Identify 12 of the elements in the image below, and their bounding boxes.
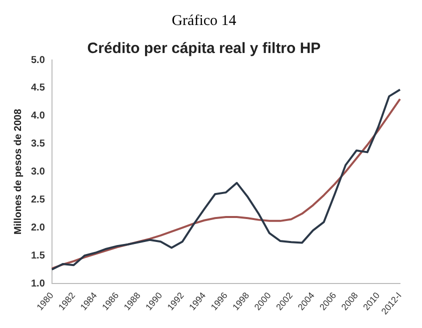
- y-tick-label: 5.0: [30, 54, 46, 66]
- y-tick-label: 3.0: [30, 166, 46, 178]
- y-tick-label: 4.0: [30, 110, 46, 122]
- y-tick-label: 4.5: [30, 82, 46, 94]
- y-tick-label: 2.5: [30, 194, 46, 206]
- y-tick-label: 1.0: [30, 278, 46, 290]
- chart-title: Gráfico 14: [172, 12, 237, 29]
- y-tick-label: 2.0: [30, 222, 46, 234]
- y-tick-label: 3.5: [30, 138, 46, 150]
- y-axis-title: Millones de pesos de 2008: [12, 108, 24, 235]
- y-tick-label: 1.5: [30, 250, 46, 262]
- chart-subtitle: Crédito per cápita real y filtro HP: [87, 40, 321, 58]
